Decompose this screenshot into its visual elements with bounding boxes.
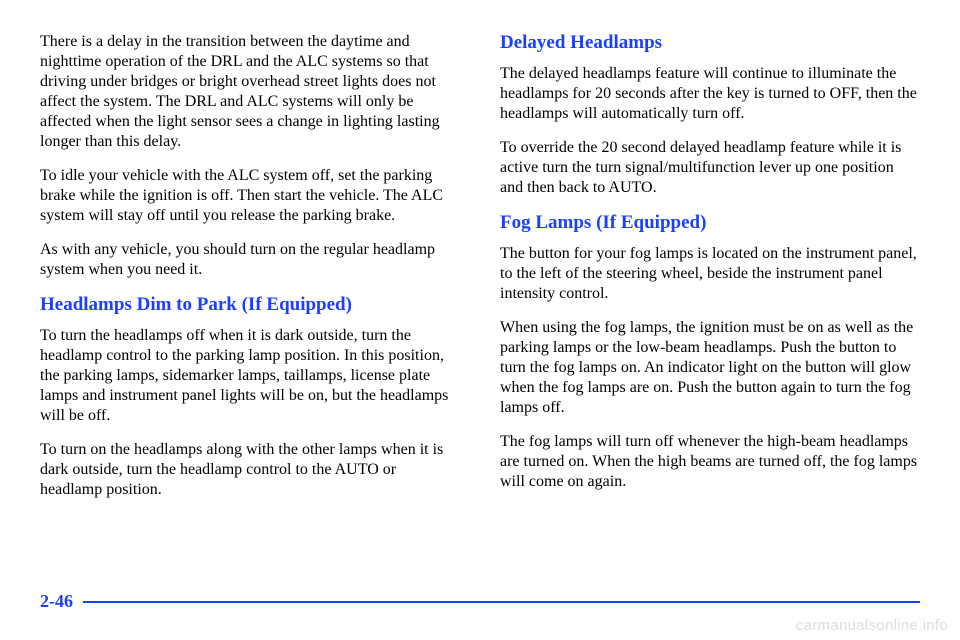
- paragraph: To turn on the headlamps along with the …: [40, 440, 460, 500]
- watermark-text: carmanualsonline.info: [796, 617, 948, 634]
- heading-headlamps-dim: Headlamps Dim to Park (If Equipped): [40, 294, 460, 316]
- heading-fog-lamps: Fog Lamps (If Equipped): [500, 212, 920, 234]
- page-content: There is a delay in the transition betwe…: [0, 0, 960, 530]
- paragraph: As with any vehicle, you should turn on …: [40, 240, 460, 280]
- footer-rule: [83, 601, 920, 603]
- paragraph: The delayed headlamps feature will conti…: [500, 64, 920, 124]
- paragraph: To turn the headlamps off when it is dar…: [40, 326, 460, 426]
- page-footer: 2-46: [40, 591, 920, 612]
- paragraph: The button for your fog lamps is located…: [500, 244, 920, 304]
- right-column: Delayed Headlamps The delayed headlamps …: [500, 32, 920, 514]
- paragraph: There is a delay in the transition betwe…: [40, 32, 460, 152]
- page-number: 2-46: [40, 591, 73, 612]
- paragraph: To idle your vehicle with the ALC system…: [40, 166, 460, 226]
- paragraph: When using the fog lamps, the ignition m…: [500, 318, 920, 418]
- left-column: There is a delay in the transition betwe…: [40, 32, 460, 514]
- paragraph: To override the 20 second delayed headla…: [500, 138, 920, 198]
- paragraph: The fog lamps will turn off whenever the…: [500, 432, 920, 492]
- heading-delayed-headlamps: Delayed Headlamps: [500, 32, 920, 54]
